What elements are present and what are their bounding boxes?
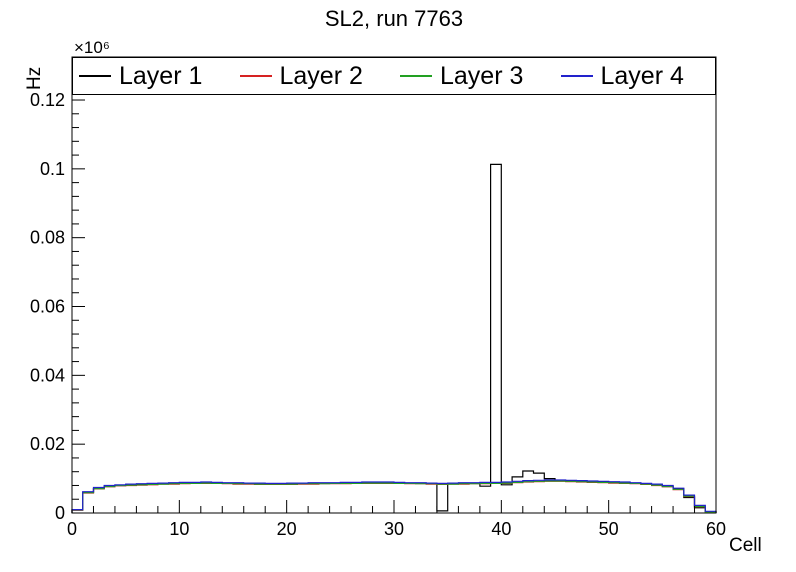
legend-line-sample <box>79 75 111 77</box>
legend-entry-layer-1: Layer 1 <box>73 62 234 91</box>
x-tick-label: 60 <box>706 519 726 539</box>
x-tick-label: 50 <box>599 519 619 539</box>
x-tick-label: 30 <box>384 519 404 539</box>
legend-line-sample <box>400 75 432 77</box>
y-axis-multiplier: ×10⁶ <box>74 38 110 57</box>
legend-label: Layer 4 <box>600 61 684 90</box>
y-tick-label: 0.08 <box>30 228 65 248</box>
x-tick-label: 20 <box>277 519 297 539</box>
legend-line-sample <box>560 75 593 77</box>
y-tick-label: 0.04 <box>30 365 65 385</box>
y-tick-label: 0 <box>55 503 65 523</box>
legend-box: Layer 1 Layer 2 Layer 3 Layer 4 <box>72 57 716 95</box>
plot-frame <box>71 56 717 514</box>
chart-title: SL2, run 7763 <box>324 6 464 31</box>
legend-entry-layer-4: Layer 4 <box>555 62 716 91</box>
series-layer-1 <box>71 163 717 513</box>
legend-entry-layer-3: Layer 3 <box>394 62 555 91</box>
y-tick-label: 0.06 <box>30 297 65 317</box>
x-axis-label: Cell <box>729 535 762 556</box>
x-tick-label: 0 <box>67 519 77 539</box>
series-layer-3 <box>71 480 717 513</box>
x-tick-label: 40 <box>491 519 511 539</box>
x-tick-label: 10 <box>169 519 189 539</box>
y-axis-label: Hz <box>24 66 45 90</box>
legend-entry-layer-2: Layer 2 <box>234 62 395 91</box>
series-layer-4 <box>71 479 717 513</box>
legend-label: Layer 2 <box>279 61 363 90</box>
legend-label: Layer 3 <box>440 61 524 90</box>
y-tick-label: 0.1 <box>40 159 65 179</box>
y-tick-label: 0.12 <box>30 90 65 110</box>
legend-label: Layer 1 <box>119 61 203 90</box>
legend-line-sample <box>239 75 272 77</box>
y-tick-label: 0.02 <box>30 434 65 454</box>
